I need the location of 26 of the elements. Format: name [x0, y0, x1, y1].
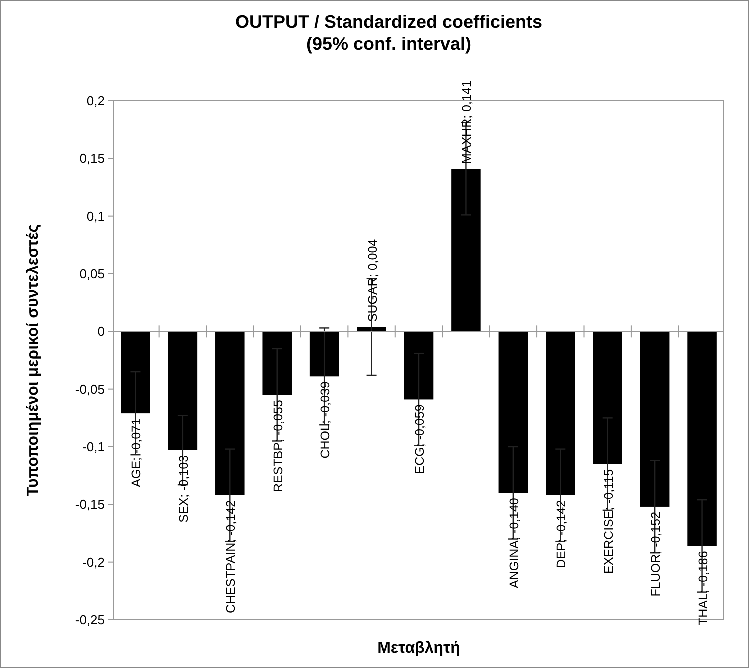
- data-label: CHOL; -0,039: [318, 382, 333, 459]
- y-axis-title: Τυποποιημένοι μερικοί συντελεστές: [25, 224, 42, 497]
- y-tick-label: -0,1: [82, 440, 105, 455]
- y-tick-label: 0: [98, 324, 105, 340]
- y-tick-label: 0,1: [86, 208, 105, 224]
- y-tick-label: 0,15: [80, 151, 105, 166]
- data-label: MAXHR; 0,141: [460, 80, 474, 164]
- data-label: SEX; -0,103: [176, 455, 191, 523]
- y-tick-label: 0,2: [86, 94, 105, 109]
- data-label: ECG; -0,059: [413, 404, 427, 474]
- data-label: ANGINA; -0,140: [507, 498, 522, 588]
- data-label: EXERCISE; -0,115: [602, 469, 616, 574]
- y-tick-label: 0,05: [80, 266, 105, 282]
- data-label: DEP; -0,142: [554, 500, 569, 569]
- data-label: CHESTPAIN; -0,142: [224, 500, 238, 614]
- data-label: AGE; -0,071: [130, 418, 144, 488]
- x-axis-title: Μεταβλητή: [378, 640, 460, 657]
- data-label: FLUOR; -0,152: [649, 512, 664, 597]
- data-label: SUGAR; 0,004: [366, 239, 380, 322]
- y-tick-label: -0,2: [82, 554, 105, 570]
- chart-title: OUTPUT / Standardized coefficients (95% conf. interval): [235, 12, 543, 54]
- y-tick-label: -0,25: [75, 612, 105, 628]
- y-tick-label: -0,15: [75, 497, 105, 512]
- data-label: THAL; -0,186: [696, 551, 710, 626]
- data-label: RESTBP; -0,055: [271, 400, 286, 493]
- y-tick-label: -0,05: [75, 382, 105, 397]
